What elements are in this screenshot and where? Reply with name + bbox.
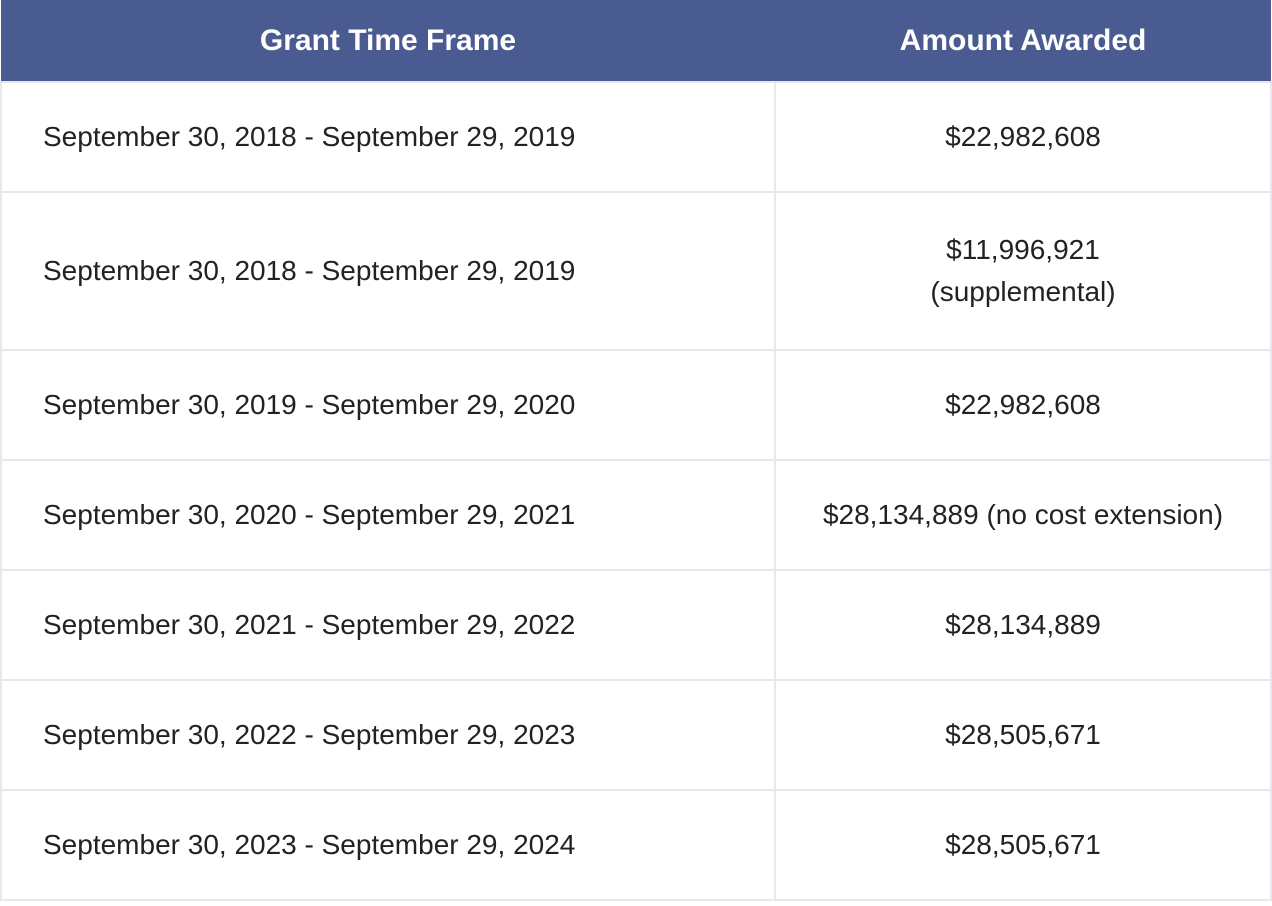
amount-awarded-cell: $22,982,608 <box>774 81 1272 193</box>
amount-value: $28,505,671 <box>945 829 1101 860</box>
header-grant-time-frame: Grant Time Frame <box>1 0 775 82</box>
amount-value: $11,996,921 <box>946 234 1100 265</box>
table-row: September 30, 2023 - September 29, 2024 $… <box>0 789 1272 901</box>
table-row: September 30, 2018 - September 29, 2019 $… <box>0 81 1272 193</box>
grant-time-frame-cell: September 30, 2020 - September 29, 2021 <box>0 459 776 571</box>
amount-value: $28,134,889 <box>945 609 1101 640</box>
header-row: Grant Time Frame Amount Awarded <box>1 0 1271 82</box>
table-row: September 30, 2018 - September 29, 2019 $… <box>0 191 1272 351</box>
grant-time-frame-cell: September 30, 2022 - September 29, 2023 <box>0 679 776 791</box>
amount-awarded-cell: $28,505,671 <box>774 679 1272 791</box>
amount-value: $28,505,671 <box>945 719 1101 750</box>
amount-awarded-cell: $11,996,921 (supplemental) <box>774 191 1272 351</box>
amount-awarded-cell: $28,134,889 (no cost extension) <box>774 459 1272 571</box>
grant-time-frame-cell: September 30, 2019 - September 29, 2020 <box>0 349 776 461</box>
grant-time-frame-cell: September 30, 2018 - September 29, 2019 <box>0 191 776 351</box>
table-row: September 30, 2020 - September 29, 2021 $… <box>0 459 1272 571</box>
grant-time-frame-cell: September 30, 2023 - September 29, 2024 <box>0 789 776 901</box>
amount-awarded-cell: $28,134,889 <box>774 569 1272 681</box>
amount-note: (supplemental) <box>930 276 1116 307</box>
amount-awarded-cell: $28,505,671 <box>774 789 1272 901</box>
header-amount-awarded: Amount Awarded <box>775 0 1271 82</box>
amount-value: $28,134,889 (no cost extension) <box>822 499 1224 530</box>
amount-awarded-cell: $22,982,608 <box>774 349 1272 461</box>
table-row: September 30, 2019 - September 29, 2020 $… <box>0 349 1272 461</box>
table-row: September 30, 2022 - September 29, 2023 $… <box>0 679 1272 791</box>
amount-value: $22,982,608 <box>945 389 1101 420</box>
table-row: September 30, 2021 - September 29, 2022 $… <box>0 569 1272 681</box>
amount-value: $22,982,608 <box>945 121 1101 152</box>
grant-time-frame-cell: September 30, 2021 - September 29, 2022 <box>0 569 776 681</box>
grant-time-frame-cell: September 30, 2018 - September 29, 2019 <box>0 81 776 193</box>
